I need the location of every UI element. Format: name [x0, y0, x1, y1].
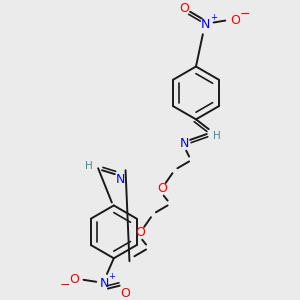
- Text: N: N: [180, 137, 189, 150]
- Text: −: −: [60, 279, 70, 292]
- Text: +: +: [210, 13, 217, 22]
- Text: H: H: [85, 161, 93, 171]
- Text: H: H: [213, 131, 220, 141]
- Text: N: N: [116, 172, 125, 185]
- Text: O: O: [157, 182, 167, 195]
- Text: +: +: [108, 272, 115, 281]
- Text: N: N: [99, 277, 109, 290]
- Text: −: −: [240, 8, 250, 21]
- Text: O: O: [121, 287, 130, 300]
- Text: N: N: [201, 18, 211, 31]
- Text: O: O: [179, 2, 189, 15]
- Text: O: O: [135, 226, 145, 239]
- Text: O: O: [70, 273, 80, 286]
- Text: O: O: [230, 14, 240, 27]
